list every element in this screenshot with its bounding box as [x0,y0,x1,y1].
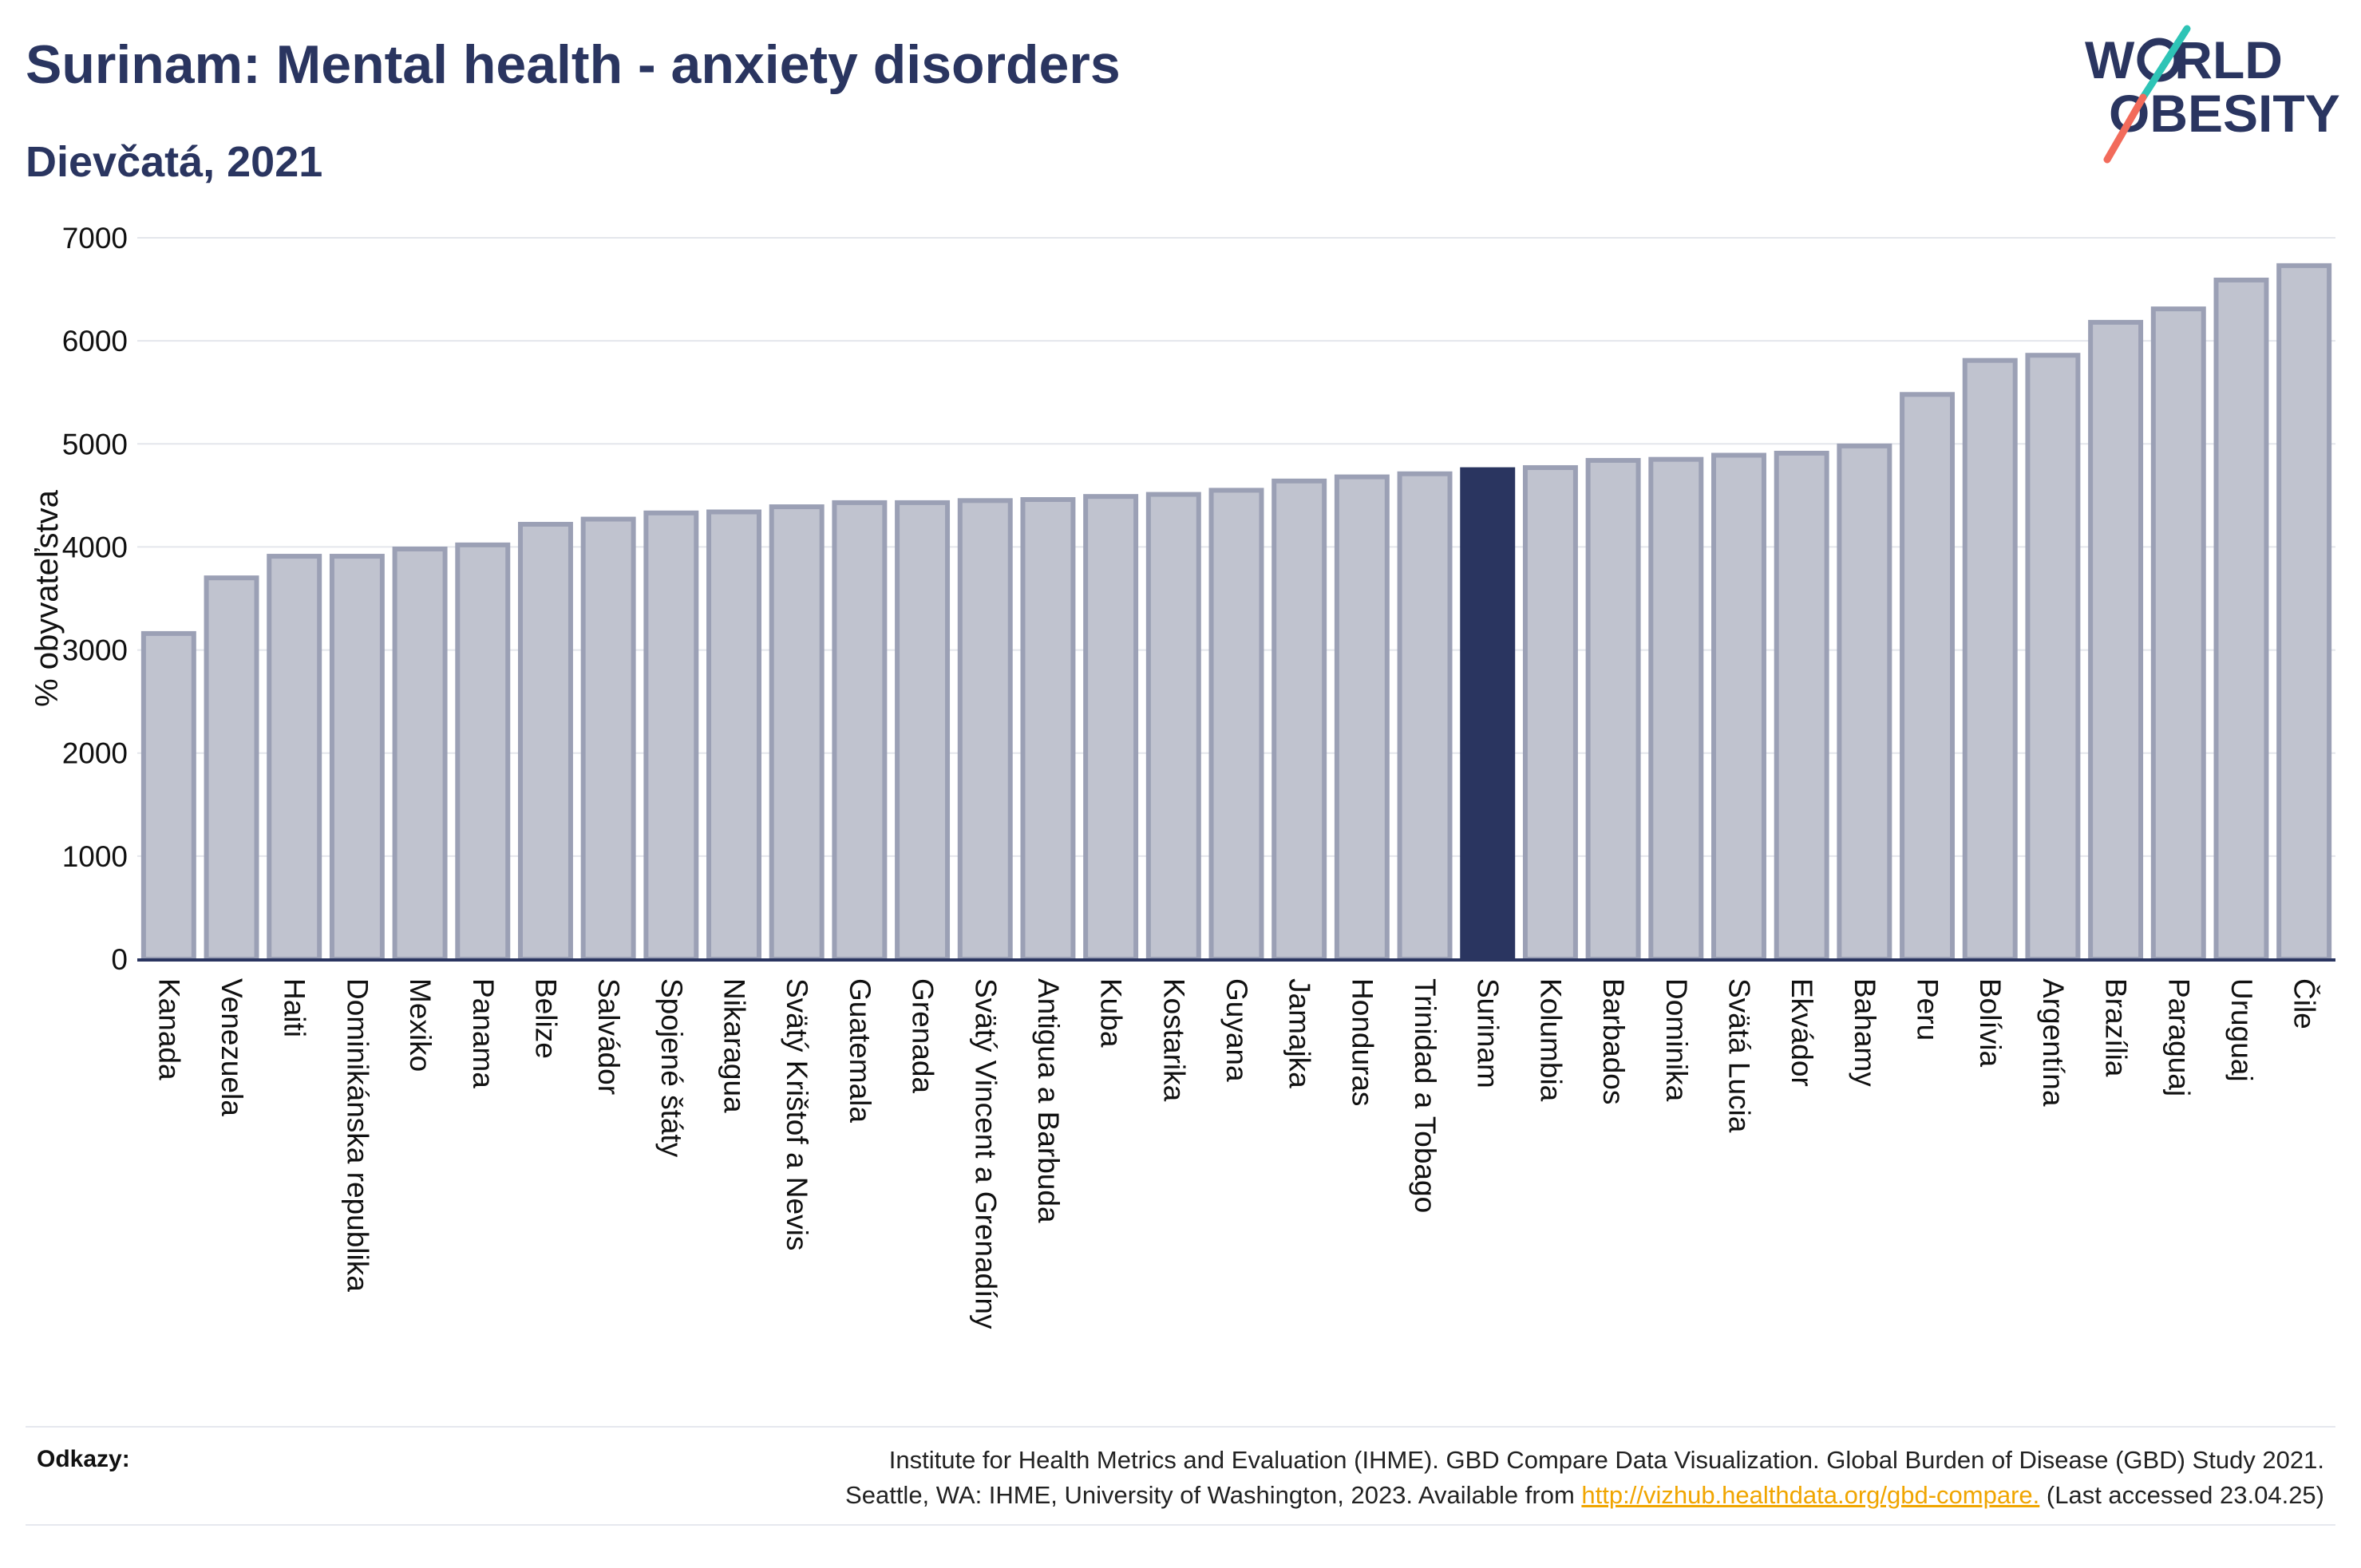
bar [204,575,259,962]
x-tick-label: Dominika [1660,978,1693,1102]
x-tick-label: Svätý Krištof a Nevis [781,978,813,1250]
x-tick-label: Peru [1912,978,1944,1041]
y-tick-label: 6000 [62,325,128,357]
bar [957,498,1013,962]
bar [2213,277,2269,962]
bar [1271,478,1327,962]
bar [1900,392,1956,962]
x-tick-label: Bolívia [1974,978,2007,1067]
y-tick-label: 1000 [62,840,128,873]
bar [643,510,699,962]
bar [580,516,636,962]
bar [1648,456,1704,962]
x-tick-label: Guatemala [844,978,876,1123]
bar [769,504,825,962]
world-obesity-logo: W RLD OBESITY [2085,25,2340,164]
reference-line-2-prefix: Seattle, WA: IHME, University of Washing… [845,1481,1582,1509]
x-tick-label: Kanada [152,978,185,1080]
bar [1397,471,1453,962]
reference-line-1: Institute for Health Metrics and Evaluat… [888,1446,2324,1474]
x-tick-label: Panama [467,978,500,1088]
reference-link[interactable]: http://vizhub.healthdata.org/gbd-compare… [1581,1481,2040,1509]
bar-highlighted [1460,467,1516,962]
x-tick-label: Surinam [1472,978,1505,1088]
x-tick-label: Bahamy [1849,978,1881,1087]
x-tick-label: Svätá Lucia [1722,978,1755,1133]
x-tick-label: Spojené štáty [655,978,688,1158]
bar [1208,488,1264,962]
x-tick-label: Dominikánska republika [341,978,374,1292]
x-tick-label: Trinidad a Tobago [1409,978,1442,1213]
logo-line1: W RLD [2085,30,2283,89]
bar [140,630,196,962]
x-tick-label: Paraguaj [2162,978,2195,1096]
chart-title: Surinam: Mental health - anxiety disorde… [26,34,1121,95]
reference-line-2-suffix: (Last accessed 23.04.25) [2039,1481,2324,1509]
bar [2150,306,2206,962]
bar [1711,452,1766,962]
bar [329,554,385,962]
references-divider-top [26,1426,2335,1428]
bar [1522,464,1578,962]
y-tick-label: 4000 [62,531,128,563]
x-tick-label: Svätý Vincent a Grenadíny [969,978,1002,1329]
x-tick-label: Nikaragua [718,978,751,1113]
bars [140,263,2332,962]
bar [2276,263,2332,962]
y-tick-label: 5000 [62,428,128,460]
x-tick-label: Guyana [1220,978,1253,1082]
x-tick-label: Grenada [907,978,939,1093]
x-tick-label: Belize [529,978,562,1059]
bar [1083,494,1139,962]
x-tick-label: Brazília [2100,978,2133,1077]
x-axis-labels: Kanada Venezuela Haiti Dominikánska republi… [152,978,2320,1329]
x-tick-label: Venezuela [216,978,248,1116]
x-tick-label: Uruguaj [2225,978,2258,1082]
x-tick-label: Kolumbia [1534,978,1567,1102]
bar [895,500,951,962]
x-tick-label: Jamajka [1283,978,1316,1088]
bar [832,500,888,962]
x-tick-label: Honduras [1346,978,1378,1106]
logo-line2: OBESITY [2109,84,2340,143]
logo-slash-coral [2103,93,2147,164]
bar [2088,319,2144,962]
x-tick-label: Kuba [1095,978,1128,1048]
references-label: Odkazy: [37,1446,130,1472]
bar [1837,443,1892,962]
logo-slash-teal [2139,25,2191,101]
x-tick-label: Salvádor [592,978,625,1095]
chart-subtitle: Dievčatá, 2021 [26,138,323,186]
x-tick-label: Antigua a Barbuda [1032,978,1065,1223]
x-tick-label: Haiti [279,978,311,1037]
bar [1774,450,1829,962]
bar-chart: 0 1000 2000 3000 4000 5000 6000 7000 Kanada Vene… [30,222,2335,1329]
y-tick-label: 7000 [62,222,128,255]
bar [517,522,573,962]
y-tick-label: 2000 [62,737,128,770]
y-tick-label: 3000 [62,634,128,667]
x-tick-label: Barbados [1597,978,1630,1104]
x-tick-label: Čile [2288,978,2321,1029]
y-axis-ticks: 0 1000 2000 3000 4000 5000 6000 7000 [62,222,128,976]
references-divider-bottom [26,1524,2335,1526]
bar [267,554,322,962]
bar [455,542,511,962]
bar [1020,497,1076,962]
bar [392,547,448,962]
reference-line-2: Seattle, WA: IHME, University of Washing… [845,1481,2324,1510]
x-tick-label: Kostarika [1157,978,1190,1102]
x-tick-label: Argentína [2037,978,2070,1107]
bar [2025,353,2081,962]
bar [1585,457,1641,962]
y-axis-label: % obyvateľstva [30,489,65,707]
bar [706,509,761,962]
x-tick-label: Mexiko [404,978,437,1072]
bar [1334,474,1390,962]
x-tick-label: Ekvádor [1786,978,1818,1087]
bar [1145,492,1201,962]
y-tick-label: 0 [111,943,128,976]
bar [1962,357,2018,962]
